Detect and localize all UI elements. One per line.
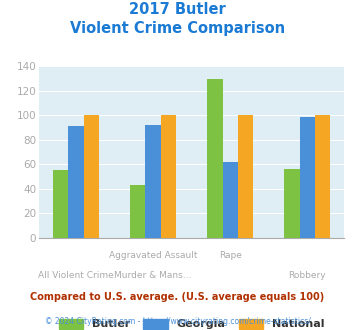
Bar — [315, 115, 331, 238]
Bar — [300, 117, 315, 238]
Text: 2017 Butler: 2017 Butler — [129, 2, 226, 16]
Bar — [284, 169, 300, 238]
Text: Rape: Rape — [219, 251, 242, 260]
Text: Aggravated Assault: Aggravated Assault — [109, 251, 197, 260]
Text: All Violent Crime: All Violent Crime — [38, 271, 114, 280]
Bar — [53, 170, 69, 238]
Bar — [130, 185, 146, 238]
Text: Robbery: Robbery — [289, 271, 326, 280]
Text: Compared to U.S. average. (U.S. average equals 100): Compared to U.S. average. (U.S. average … — [31, 292, 324, 302]
Bar — [69, 126, 84, 238]
Text: © 2024 CityRating.com - https://www.cityrating.com/crime-statistics/: © 2024 CityRating.com - https://www.city… — [45, 317, 310, 326]
Bar — [146, 125, 161, 238]
Bar — [223, 162, 238, 238]
Legend: Butler, Georgia, National: Butler, Georgia, National — [59, 319, 325, 329]
Bar — [84, 115, 99, 238]
Text: Violent Crime Comparison: Violent Crime Comparison — [70, 21, 285, 36]
Bar — [238, 115, 253, 238]
Bar — [207, 80, 223, 238]
Bar — [161, 115, 176, 238]
Text: Murder & Mans...: Murder & Mans... — [114, 271, 192, 280]
